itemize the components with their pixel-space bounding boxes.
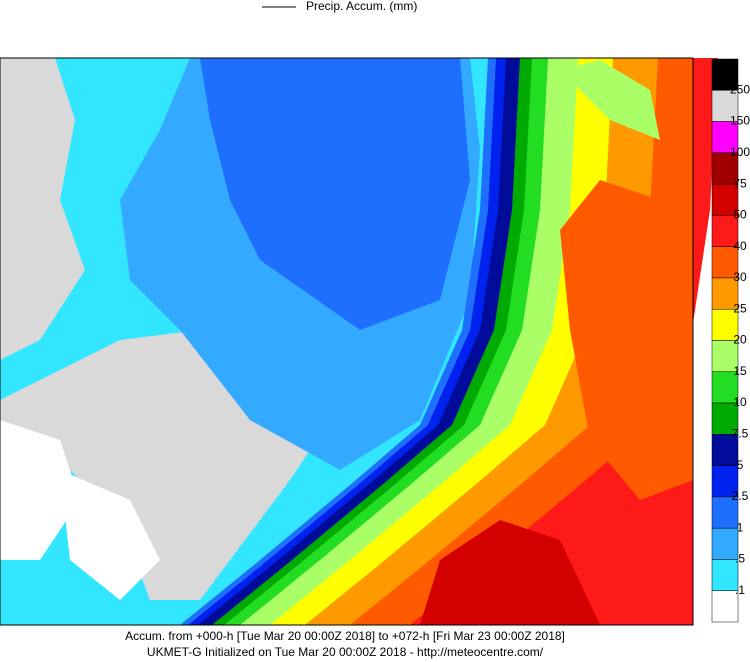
colorbar-label: 20 — [733, 333, 747, 347]
precip-region — [560, 180, 693, 500]
colorbar-label: 5 — [737, 458, 744, 472]
colorbar-swatch — [711, 121, 739, 154]
precip-region — [200, 58, 470, 330]
colorbar-swatch — [711, 215, 739, 247]
colorbar-swatch — [711, 90, 739, 122]
colorbar-swatch — [711, 340, 739, 373]
colorbar-label: 40 — [733, 239, 747, 253]
colorbar-label: 25 — [733, 301, 747, 315]
colorbar-label: 1 — [737, 520, 744, 534]
lake — [0, 420, 80, 560]
colorbar-label: 75 — [733, 176, 747, 190]
colorbar-label: 100 — [730, 145, 750, 159]
colorbar-swatch — [711, 590, 739, 623]
precip-region — [560, 60, 660, 140]
colorbar-label: 2.5 — [732, 489, 749, 503]
colorbar-label: 150 — [730, 114, 750, 128]
colorbar-swatch — [711, 434, 739, 466]
legend-title: Precip. Accum. (mm) — [306, 0, 417, 13]
footer-line: Accum. from +000-h [Tue Mar 20 00:00Z 20… — [125, 629, 565, 643]
land-dry — [0, 58, 85, 360]
lake — [60, 470, 160, 600]
colorbar-swatch — [711, 277, 739, 310]
colorbar-label: 15 — [733, 364, 747, 378]
colorbar-label: 10 — [733, 395, 747, 409]
colorbar-swatch — [711, 371, 739, 404]
colorbar-swatch — [711, 152, 739, 185]
colorbar-label: .1 — [735, 583, 745, 597]
map — [0, 57, 718, 626]
colorbar-label: 7.5 — [732, 427, 749, 441]
colorbar-swatch — [711, 402, 739, 435]
map-frame — [0, 57, 694, 626]
colorbar-swatch — [711, 559, 739, 591]
footer-line: UKMET-G Initialized on Tue Mar 20 00:00Z… — [147, 645, 544, 659]
colorbar-swatch — [711, 308, 739, 341]
colorbar-swatch — [711, 465, 739, 498]
colorbar-swatch — [711, 496, 739, 529]
colorbar-label: 250 — [730, 82, 750, 96]
precip-region — [420, 520, 600, 625]
colorbar-swatch — [711, 246, 739, 279]
colorbar-label: 50 — [733, 208, 747, 222]
colorbar-label: 30 — [733, 270, 747, 284]
colorbar-label: .5 — [735, 552, 745, 566]
colorbar-swatch — [711, 58, 739, 91]
